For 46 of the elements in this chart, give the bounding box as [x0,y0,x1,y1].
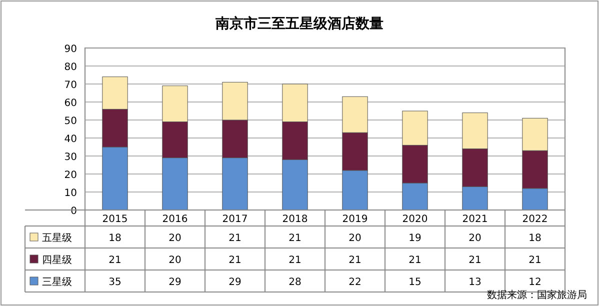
x-tick-label: 2022 [522,214,548,225]
data-label: 22 [348,277,362,288]
y-tick-label: 20 [64,170,77,181]
legend-label: 三星级 [42,276,72,288]
chart-title: 南京市三至五星级酒店数量 [214,15,384,32]
data-label: 19 [408,233,422,244]
data-label: 21 [288,255,302,266]
data-label: 21 [408,255,422,266]
y-tick-label: 90 [64,44,77,55]
y-tick-label: 40 [64,134,77,145]
data-label: 21 [468,255,482,266]
x-tick-label: 2018 [282,214,308,225]
data-label: 21 [348,255,362,266]
data-label: 21 [288,233,302,244]
x-tick-label: 2016 [162,214,188,225]
data-label: 21 [528,255,542,266]
data-label: 20 [468,233,482,244]
data-label: 29 [168,277,182,288]
x-tick-label: 2015 [102,214,128,225]
x-tick-label: 2017 [222,214,248,225]
x-tick-label: 2021 [462,214,488,225]
y-tick-label: 70 [64,80,77,91]
legend-label: 五星级 [42,232,72,244]
y-tick-label: 60 [64,98,77,109]
legend-label: 四星级 [42,254,72,266]
x-tick-label: 2020 [402,214,428,225]
data-label: 20 [348,233,362,244]
data-label: 20 [168,233,182,244]
y-tick-label: 30 [64,152,77,163]
source-note: 数据来源：国家旅游局 [487,289,587,301]
data-label: 29 [228,277,242,288]
data-label: 20 [168,255,182,266]
y-tick-label: 50 [64,116,77,127]
data-label: 12 [528,277,542,288]
data-label: 18 [108,233,122,244]
data-label: 35 [108,277,122,288]
y-tick-label: 80 [64,62,77,73]
data-label: 21 [108,255,122,266]
data-label: 18 [528,233,542,244]
data-label: 21 [228,255,242,266]
data-label: 28 [288,277,302,288]
data-label: 21 [228,233,242,244]
y-tick-label: 10 [64,188,77,199]
data-label: 13 [468,277,482,288]
x-tick-label: 2019 [342,214,368,225]
data-label: 15 [408,277,422,288]
